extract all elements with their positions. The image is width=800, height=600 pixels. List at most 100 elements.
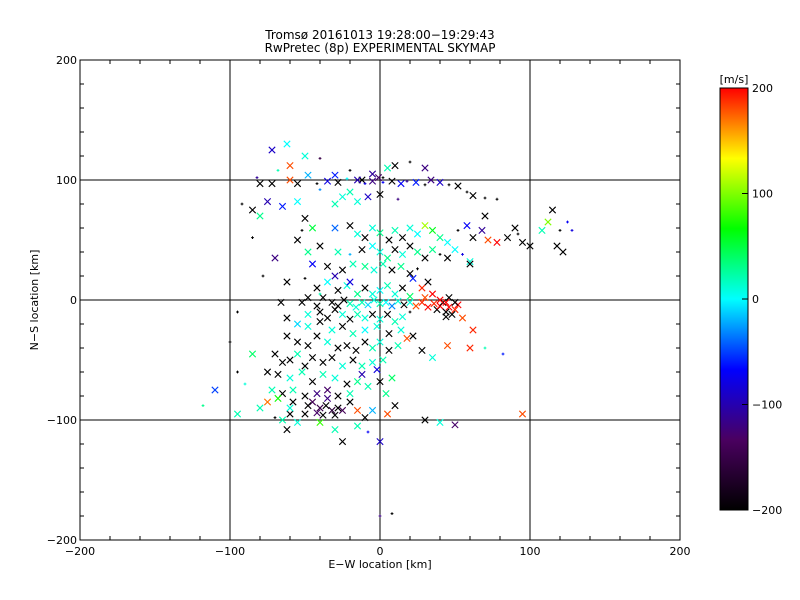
data-point-x [368, 242, 377, 250]
data-point-plus [366, 430, 370, 434]
data-point-x [286, 162, 294, 170]
data-point-x [289, 386, 297, 394]
data-point-x [293, 198, 302, 206]
data-point-x [428, 354, 437, 362]
data-point-plus [423, 183, 427, 187]
data-point-x [334, 248, 342, 256]
data-point-x [409, 332, 417, 340]
data-point-x [451, 298, 459, 306]
chart-subtitle: RwPretec (8p) EXPERIMENTAL SKYMAP [264, 41, 496, 55]
data-point-plus [438, 253, 442, 256]
data-point-x [211, 386, 219, 394]
data-point-x [316, 308, 324, 316]
data-point-plus [495, 197, 499, 201]
data-point-x [361, 314, 369, 322]
data-point-x [263, 368, 272, 376]
data-point-x [319, 358, 327, 366]
data-point-x [301, 362, 309, 370]
data-point-x [428, 226, 437, 234]
data-point-x [469, 326, 477, 334]
data-point-x [421, 294, 429, 302]
data-point-x [418, 346, 426, 354]
data-point-x [397, 262, 405, 270]
data-point-plus [566, 220, 569, 224]
y-tick-label: −100 [47, 414, 77, 427]
data-point-x [376, 300, 384, 308]
data-point-x [256, 404, 264, 412]
y-tick-label: 0 [70, 294, 77, 307]
data-point-x [304, 342, 312, 350]
data-point-x [409, 274, 417, 282]
x-axis-label: E−W location [km] [328, 558, 431, 571]
data-point-plus [261, 274, 265, 278]
data-point-plus [318, 292, 322, 296]
data-point-x [323, 338, 332, 346]
data-point-x [323, 278, 332, 286]
data-point-plus [348, 253, 352, 256]
data-point-x [338, 266, 347, 274]
data-point-x [283, 426, 291, 434]
data-point-x [313, 302, 321, 310]
data-point-x [301, 410, 309, 418]
data-point-x [421, 164, 429, 172]
data-point-x [271, 350, 279, 358]
data-point-x [388, 177, 396, 185]
data-point-x [248, 350, 257, 358]
colorbar-label: [m/s] [720, 73, 749, 86]
data-point-x [383, 410, 392, 418]
data-point-x [361, 326, 369, 334]
data-point-x [334, 392, 342, 400]
data-point-x [376, 248, 384, 256]
data-point-x [301, 152, 309, 160]
data-point-x [349, 260, 357, 268]
data-point-x [403, 334, 411, 342]
data-point-x [286, 176, 294, 184]
data-point-x [328, 406, 336, 414]
data-point-x [323, 177, 332, 185]
data-point-x [304, 294, 312, 302]
data-point-x [308, 378, 317, 386]
data-point-plus [345, 177, 349, 181]
x-tick-label: −200 [65, 545, 95, 558]
data-point-x [442, 298, 450, 306]
data-point-plus [363, 182, 367, 185]
data-point-plus [381, 176, 385, 179]
data-point-x [368, 290, 377, 298]
data-point-x [331, 224, 339, 232]
data-point-x [328, 354, 336, 362]
data-point-x [331, 171, 339, 179]
colorbar-tick-label: 200 [752, 82, 773, 95]
data-point-x [368, 224, 377, 232]
data-point-x [283, 278, 291, 286]
data-point-plus [483, 196, 487, 200]
data-point-x [368, 177, 377, 185]
data-point-x [376, 338, 384, 346]
data-point-x [331, 411, 339, 419]
x-tick-label: −100 [215, 545, 245, 558]
data-point-x [370, 296, 378, 304]
data-point-x [361, 338, 369, 346]
data-point-x [338, 406, 347, 414]
data-point-x [268, 386, 276, 394]
data-point-plus [378, 514, 382, 518]
data-point-x [436, 296, 444, 304]
data-point-x [334, 404, 342, 412]
data-point-x [391, 226, 399, 234]
data-point-x [304, 402, 312, 410]
data-point-x [391, 402, 399, 410]
data-point-x [394, 297, 402, 305]
data-point-x [353, 378, 362, 386]
data-point-x [385, 330, 393, 338]
data-point-x [358, 298, 366, 306]
axis-ticks: −200 −100 0 100 200 −200 −100 0 100 200 [47, 54, 691, 558]
data-point-x [278, 416, 287, 424]
data-point-x [406, 224, 414, 232]
data-point-x [358, 246, 366, 254]
data-point-x [278, 202, 287, 210]
data-point-x [511, 224, 519, 232]
data-point-x [421, 254, 429, 262]
data-point-x [331, 374, 339, 382]
data-point-x [328, 298, 336, 306]
data-point-plus [318, 157, 322, 160]
data-point-x [343, 342, 351, 350]
